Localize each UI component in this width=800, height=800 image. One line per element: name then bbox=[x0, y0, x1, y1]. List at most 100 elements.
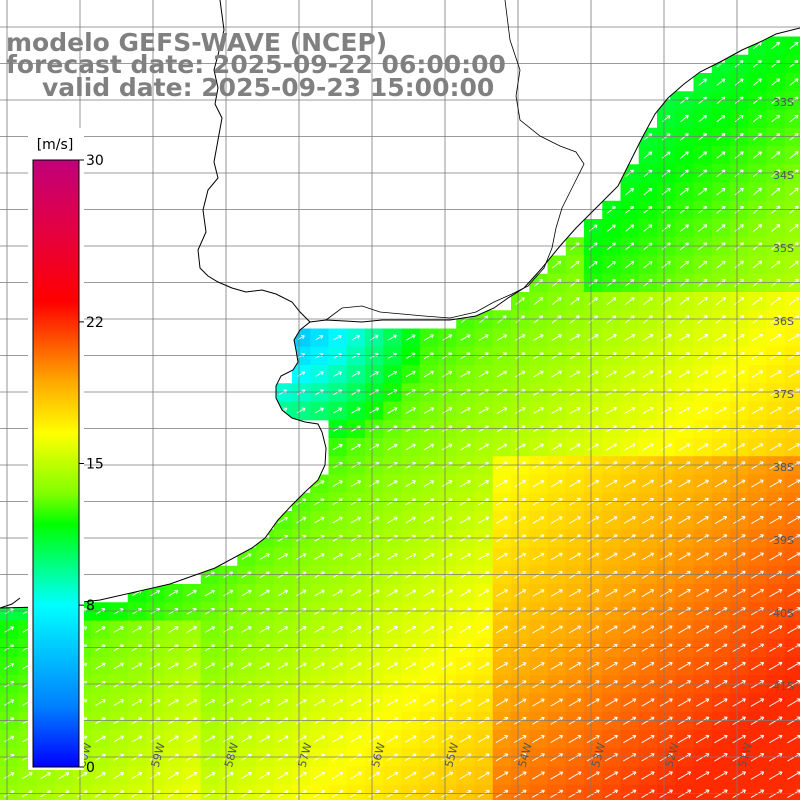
wind-speed-cell bbox=[693, 109, 713, 129]
wind-arrow bbox=[241, 553, 252, 560]
wind-arrow bbox=[698, 78, 708, 86]
wind-arrow bbox=[441, 480, 453, 487]
wind-speed-cell bbox=[91, 784, 111, 800]
wind-arrow bbox=[350, 735, 362, 743]
wind-speed-cell bbox=[109, 784, 129, 800]
wind-arrow bbox=[605, 589, 618, 597]
wind-arrow bbox=[587, 479, 600, 488]
wind-arrow bbox=[659, 534, 673, 543]
wind-arrow bbox=[769, 333, 782, 342]
latitude-label: 35S bbox=[773, 242, 794, 255]
wind-speed-cell bbox=[584, 784, 603, 800]
wind-arrow bbox=[751, 479, 764, 488]
wind-arrow bbox=[769, 552, 783, 561]
wind-arrow bbox=[441, 625, 453, 634]
wind-arrow bbox=[714, 716, 728, 725]
wind-arrow bbox=[222, 735, 234, 743]
wind-arrow bbox=[423, 370, 434, 378]
wind-arrow bbox=[714, 771, 728, 780]
wind-arrow bbox=[551, 407, 563, 414]
wind-arrow bbox=[769, 443, 782, 451]
coastline bbox=[0, 0, 800, 609]
wind-arrow bbox=[660, 370, 672, 378]
wind-arrow bbox=[204, 626, 216, 633]
wind-arrow bbox=[678, 334, 690, 341]
wind-arrow bbox=[277, 553, 289, 560]
wind-arrow bbox=[459, 698, 472, 707]
wind-arrow bbox=[568, 643, 582, 652]
wind-arrow bbox=[568, 771, 582, 780]
wind-arrow bbox=[716, 224, 726, 232]
wind-arrow bbox=[605, 407, 617, 414]
wind-arrow bbox=[787, 443, 800, 451]
wind-arrow bbox=[313, 771, 326, 780]
wind-arrow bbox=[661, 115, 671, 123]
wind-speed-cell bbox=[784, 547, 800, 567]
wind-arrow bbox=[4, 735, 15, 743]
wind-speed-cell bbox=[383, 784, 403, 800]
wind-arrow bbox=[696, 443, 709, 451]
wind-arrow bbox=[441, 662, 453, 670]
wind-arrow bbox=[605, 607, 618, 616]
wind-arrow bbox=[350, 662, 362, 670]
wind-arrow bbox=[714, 661, 728, 671]
wind-arrow bbox=[641, 552, 655, 561]
wind-arrow bbox=[4, 699, 15, 706]
wind-arrow bbox=[204, 589, 215, 597]
wind-arrow bbox=[588, 260, 598, 269]
wind-speed-cell bbox=[784, 237, 800, 257]
wind-arrow bbox=[351, 407, 361, 414]
wind-arrow bbox=[332, 662, 344, 670]
wind-speed-cell bbox=[492, 784, 512, 800]
wind-arrow bbox=[552, 297, 562, 305]
wind-arrow bbox=[168, 626, 179, 633]
wind-arrow bbox=[641, 643, 655, 652]
wind-arrow bbox=[441, 698, 453, 707]
wind-arrow bbox=[641, 661, 655, 671]
wind-arrow bbox=[350, 589, 362, 597]
wind-arrow bbox=[241, 626, 252, 633]
wind-speed-cell bbox=[784, 383, 800, 403]
wind-arrow bbox=[113, 662, 124, 670]
wind-arrow bbox=[368, 553, 380, 560]
wind-arrow bbox=[660, 479, 673, 488]
wind-arrow bbox=[168, 662, 179, 670]
wind-speed-cell bbox=[784, 748, 800, 768]
wind-arrow bbox=[277, 735, 289, 743]
wind-arrow bbox=[696, 516, 709, 524]
wind-speed-cell bbox=[675, 182, 695, 202]
wind-arrow bbox=[387, 589, 398, 597]
wind-arrow bbox=[423, 480, 435, 487]
wind-arrow bbox=[149, 772, 161, 779]
wind-speed-cell bbox=[54, 784, 74, 800]
wind-arrow bbox=[515, 334, 526, 341]
wind-speed-cell bbox=[766, 292, 786, 311]
wind-arrow bbox=[770, 260, 781, 269]
wind-speed-cell bbox=[693, 200, 713, 220]
wind-arrow bbox=[641, 716, 655, 725]
wind-arrow bbox=[296, 407, 306, 414]
wind-arrow bbox=[295, 626, 307, 633]
wind-arrow bbox=[659, 789, 673, 798]
wind-arrow bbox=[752, 187, 763, 196]
wind-arrow bbox=[606, 370, 617, 378]
wind-arrow bbox=[678, 607, 691, 616]
wind-speed-cell bbox=[784, 146, 800, 165]
wind-arrow bbox=[4, 662, 15, 670]
wind-arrow bbox=[771, 78, 781, 86]
wind-arrow bbox=[186, 626, 197, 633]
wind-arrow bbox=[734, 151, 744, 159]
wind-arrow bbox=[678, 479, 691, 488]
wind-arrow bbox=[496, 516, 508, 524]
wind-arrow bbox=[624, 370, 636, 378]
wind-arrow bbox=[532, 662, 545, 670]
wind-arrow bbox=[752, 114, 762, 123]
wind-arrow bbox=[642, 334, 654, 341]
wind-speed-cell bbox=[784, 419, 800, 439]
wind-arrow bbox=[313, 735, 325, 743]
wind-arrow bbox=[423, 735, 435, 743]
wind-arrow bbox=[314, 589, 325, 597]
wind-arrow bbox=[696, 589, 710, 597]
latitude-label: 37S bbox=[773, 388, 794, 401]
wind-arrow bbox=[769, 370, 782, 378]
